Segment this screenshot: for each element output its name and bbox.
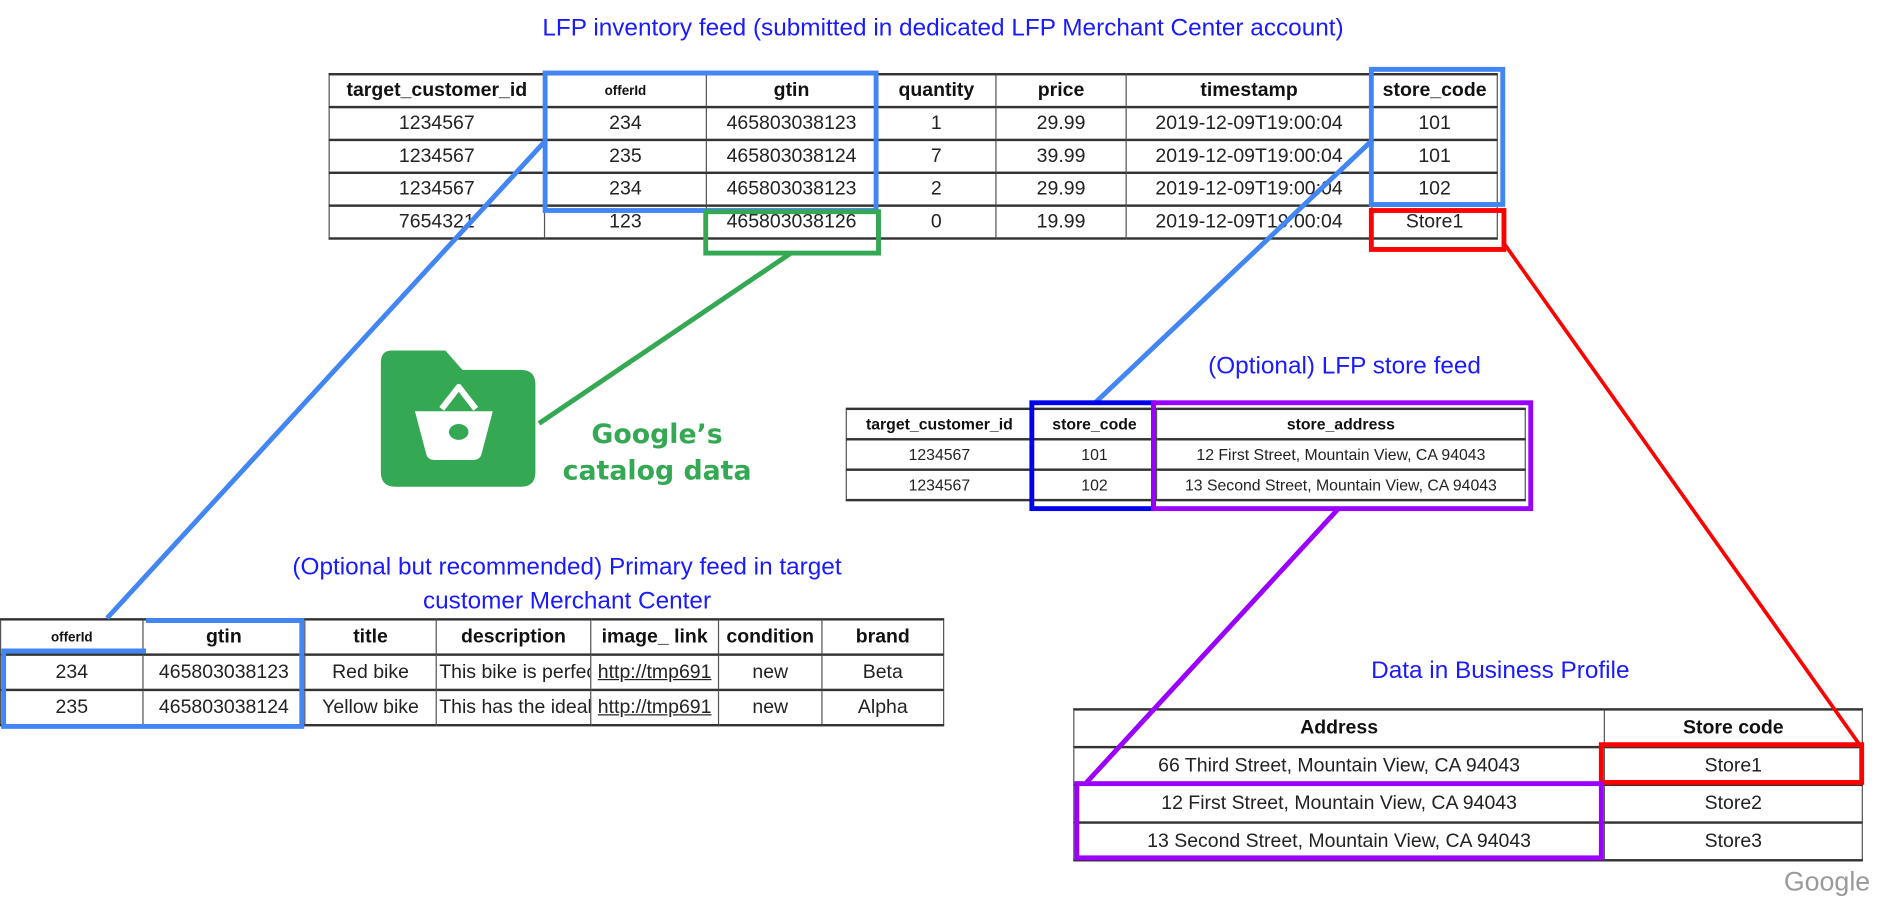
gtin-unmatched-highlight: [703, 209, 881, 256]
column-header: target_customer_id: [845, 407, 1034, 441]
store1-highlight: [1368, 208, 1507, 252]
table-cell: 465803038123: [705, 105, 878, 142]
column-header: Address: [1073, 708, 1605, 749]
table-cell: Yellow bike: [304, 688, 437, 727]
table-cell: 234: [543, 105, 707, 142]
business-store1-highlight: [1598, 742, 1865, 785]
store-feed-title: (Optional) LFP store feed: [1208, 352, 1481, 380]
column-header: description: [435, 618, 592, 656]
table-cell: 29.99: [995, 171, 1127, 207]
table-cell: 13 Second Street, Mountain View, CA 9404…: [1155, 468, 1526, 502]
primary-feed-table: offerId gtin title description image_ link co…: [0, 618, 945, 727]
column-header: gtin: [142, 618, 306, 656]
table-cell: 12 First Street, Mountain View, CA 94043: [1155, 438, 1526, 471]
column-header: target_customer_id: [328, 73, 546, 109]
connector-gtin-catalog-line: [537, 251, 793, 426]
table-cell: Store3: [1603, 821, 1863, 862]
catalog-label-line1: Google’s: [591, 419, 723, 451]
primary-feed-title-line2: customer Merchant Center: [422, 587, 712, 615]
table-cell: This has the ideal: [435, 688, 592, 727]
table-cell: 7654321: [328, 204, 546, 240]
column-header: quantity: [876, 73, 997, 109]
table-row: 234 465803038123 Red bike This bike is perf…: [0, 653, 945, 692]
table-cell: 465803038123: [705, 171, 878, 207]
header-row: Address Store code: [1073, 708, 1863, 749]
inventory-feed-table: target_customer_id offerId gtin quantity pri…: [328, 73, 1498, 240]
column-header: title: [304, 618, 437, 656]
table-cell: 235: [543, 138, 707, 175]
store-feed-storecode-highlight: [1029, 400, 1156, 512]
header-row: target_customer_id store_code store_addres…: [845, 407, 1526, 441]
table-row: 1234567 101 12 First Street, Mountain View…: [845, 438, 1526, 471]
table-cell: 7: [876, 138, 997, 175]
table-cell: 235: [0, 688, 144, 727]
connector-address-line: [1084, 506, 1341, 785]
business-profile-title: Data in Business Profile: [1371, 657, 1630, 684]
table-cell: 102: [1371, 171, 1498, 207]
table-cell: new: [717, 688, 823, 727]
table-cell: 101: [1031, 438, 1158, 471]
header-row: offerId gtin title description image_ link co…: [0, 618, 945, 656]
table-row: 12 First Street, Mountain View, CA 94043…: [1073, 783, 1863, 824]
table-cell: 234: [543, 171, 707, 207]
table-cell: Alpha: [821, 688, 945, 727]
table-cell: 2019-12-09T19:00:04: [1125, 138, 1373, 175]
business-address-highlight: [1074, 781, 1604, 861]
header-row: target_customer_id offerId gtin quantity pri…: [328, 73, 1498, 109]
table-cell: 19.99: [995, 204, 1127, 240]
catalog-label-line2: catalog data: [562, 456, 752, 487]
table-cell: 1234567: [845, 438, 1034, 471]
offerid-gtin-highlight: [542, 70, 879, 213]
column-header: store_address: [1155, 407, 1526, 441]
column-header: store_code: [1371, 73, 1498, 109]
table-cell: 66 Third Street, Mountain View, CA 94043: [1073, 745, 1605, 787]
table-cell: 1: [876, 105, 997, 142]
table-cell: 1234567: [328, 138, 546, 175]
table-cell: 2019-12-09T19:00:04: [1125, 204, 1373, 240]
table-cell: 2019-12-09T19:00:04: [1125, 105, 1373, 142]
table-cell: Store2: [1603, 783, 1863, 824]
table-cell: 465803038124: [705, 138, 878, 175]
column-header: image_ link: [590, 618, 720, 656]
image-link[interactable]: http://tmp691: [590, 688, 720, 727]
table-cell: Beta: [821, 653, 945, 692]
image-link[interactable]: http://tmp691: [590, 653, 720, 692]
table-cell: 1234567: [328, 105, 546, 142]
table-row: 1234567 235 465803038124 7 39.99 2019-12-09T1…: [328, 138, 1498, 175]
table-cell: 29.99: [995, 105, 1127, 142]
table-row: 1234567 234 465803038123 1 29.99 2019-12-09T1…: [328, 105, 1498, 142]
inventory-storecode-highlight: [1368, 66, 1506, 207]
column-header: condition: [717, 618, 823, 656]
connector-offerid-line: [105, 140, 546, 620]
table-cell: 465803038124: [142, 688, 306, 727]
table-row: 235 465803038124 Yellow bike This has the i…: [0, 688, 945, 727]
connector-store1-line: [1502, 242, 1862, 747]
table-cell: 13 Second Street, Mountain View, CA 9404…: [1073, 821, 1605, 862]
table-cell: 465803038123: [142, 653, 306, 692]
table-cell: This bike is perfect: [435, 653, 592, 692]
table-cell: 39.99: [995, 138, 1127, 175]
connector-storecode-line: [1093, 138, 1375, 405]
primary-feed-highlight: [1, 618, 305, 729]
inventory-feed-title: LFP inventory feed (submitted in dedicat…: [542, 14, 1344, 42]
google-logo: Google: [1783, 866, 1871, 897]
table-row: 13 Second Street, Mountain View, CA 9404…: [1073, 821, 1863, 862]
store-feed-address-highlight: [1151, 400, 1534, 512]
table-cell: new: [717, 653, 823, 692]
table-cell: 101: [1371, 105, 1498, 142]
shopping-basket-folder-icon: [380, 350, 536, 487]
column-header: store_code: [1031, 407, 1158, 441]
column-header: brand: [821, 618, 945, 656]
table-cell: Red bike: [304, 653, 437, 692]
table-cell: 101: [1371, 138, 1498, 175]
column-header: timestamp: [1125, 73, 1373, 109]
primary-feed-title-line1: (Optional but recommended) Primary feed …: [292, 553, 842, 581]
table-cell: 0: [876, 204, 997, 240]
